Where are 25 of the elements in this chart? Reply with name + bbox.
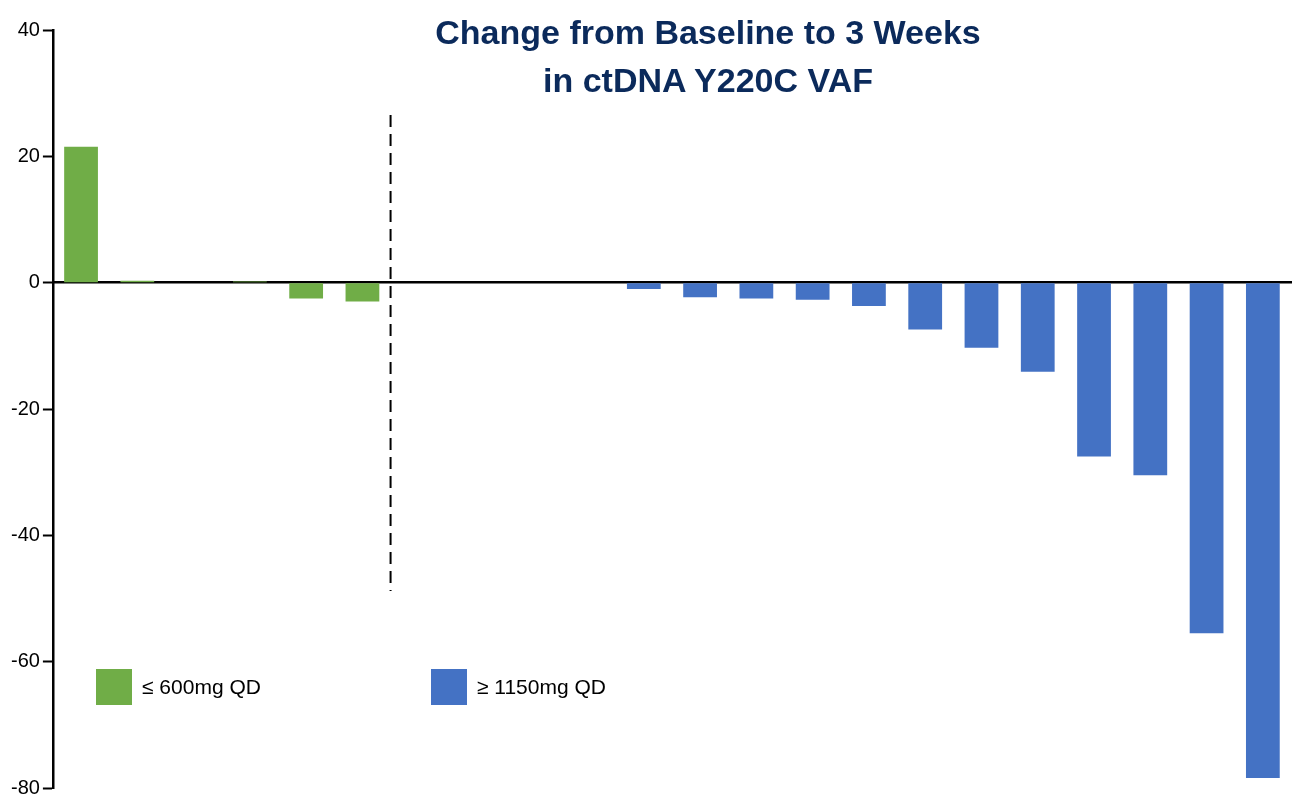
- chart-title: Change from Baseline to 3 Weeks in ctDNA Y220C VAF: [434, 12, 982, 101]
- bar: [289, 283, 324, 299]
- bar: [1077, 283, 1111, 457]
- y-tick-label: -60: [11, 649, 40, 672]
- y-tick-label: 0: [28, 270, 40, 293]
- bar: [683, 283, 717, 298]
- y-tick-label: -80: [11, 775, 40, 798]
- bar: [626, 283, 661, 289]
- legend-label: ≥ 1150mg QD: [476, 675, 606, 699]
- bar: [1020, 283, 1055, 372]
- bar: [64, 146, 98, 283]
- y-tick-label: 40: [17, 17, 40, 40]
- bar: [1133, 283, 1168, 476]
- y-tick-label: -20: [11, 396, 40, 419]
- y-tick-label: 20: [17, 143, 40, 166]
- bar: [852, 283, 886, 307]
- legend-label: ≤ 600mg QD: [142, 675, 261, 699]
- y-tick-label: -40: [11, 522, 40, 545]
- bar: [739, 283, 774, 299]
- bar: [1245, 283, 1280, 778]
- bar: [795, 283, 830, 300]
- bar: [345, 283, 380, 302]
- bar: [908, 283, 943, 330]
- bar: [964, 283, 999, 348]
- bar: [1189, 283, 1224, 634]
